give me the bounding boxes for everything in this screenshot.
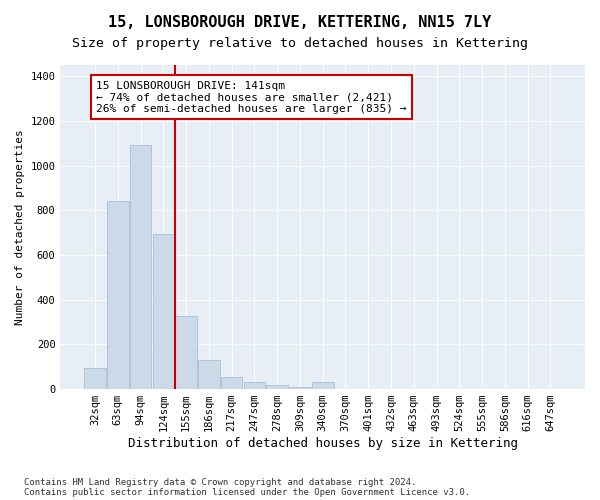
- Text: 15, LONSBOROUGH DRIVE, KETTERING, NN15 7LY: 15, LONSBOROUGH DRIVE, KETTERING, NN15 7…: [109, 15, 491, 30]
- Bar: [107, 202, 128, 389]
- Bar: [130, 146, 151, 389]
- Bar: [266, 384, 288, 389]
- Bar: [221, 377, 242, 389]
- Bar: [312, 382, 334, 389]
- Text: 15 LONSBOROUGH DRIVE: 141sqm
← 74% of detached houses are smaller (2,421)
26% of: 15 LONSBOROUGH DRIVE: 141sqm ← 74% of de…: [96, 80, 407, 114]
- Y-axis label: Number of detached properties: Number of detached properties: [15, 129, 25, 325]
- Bar: [289, 387, 311, 389]
- Text: Size of property relative to detached houses in Kettering: Size of property relative to detached ho…: [72, 38, 528, 51]
- Bar: [198, 360, 220, 389]
- Bar: [152, 234, 174, 389]
- Bar: [84, 368, 106, 389]
- Bar: [244, 382, 265, 389]
- X-axis label: Distribution of detached houses by size in Kettering: Distribution of detached houses by size …: [128, 437, 518, 450]
- Text: Contains HM Land Registry data © Crown copyright and database right 2024.
Contai: Contains HM Land Registry data © Crown c…: [24, 478, 470, 497]
- Bar: [175, 316, 197, 389]
